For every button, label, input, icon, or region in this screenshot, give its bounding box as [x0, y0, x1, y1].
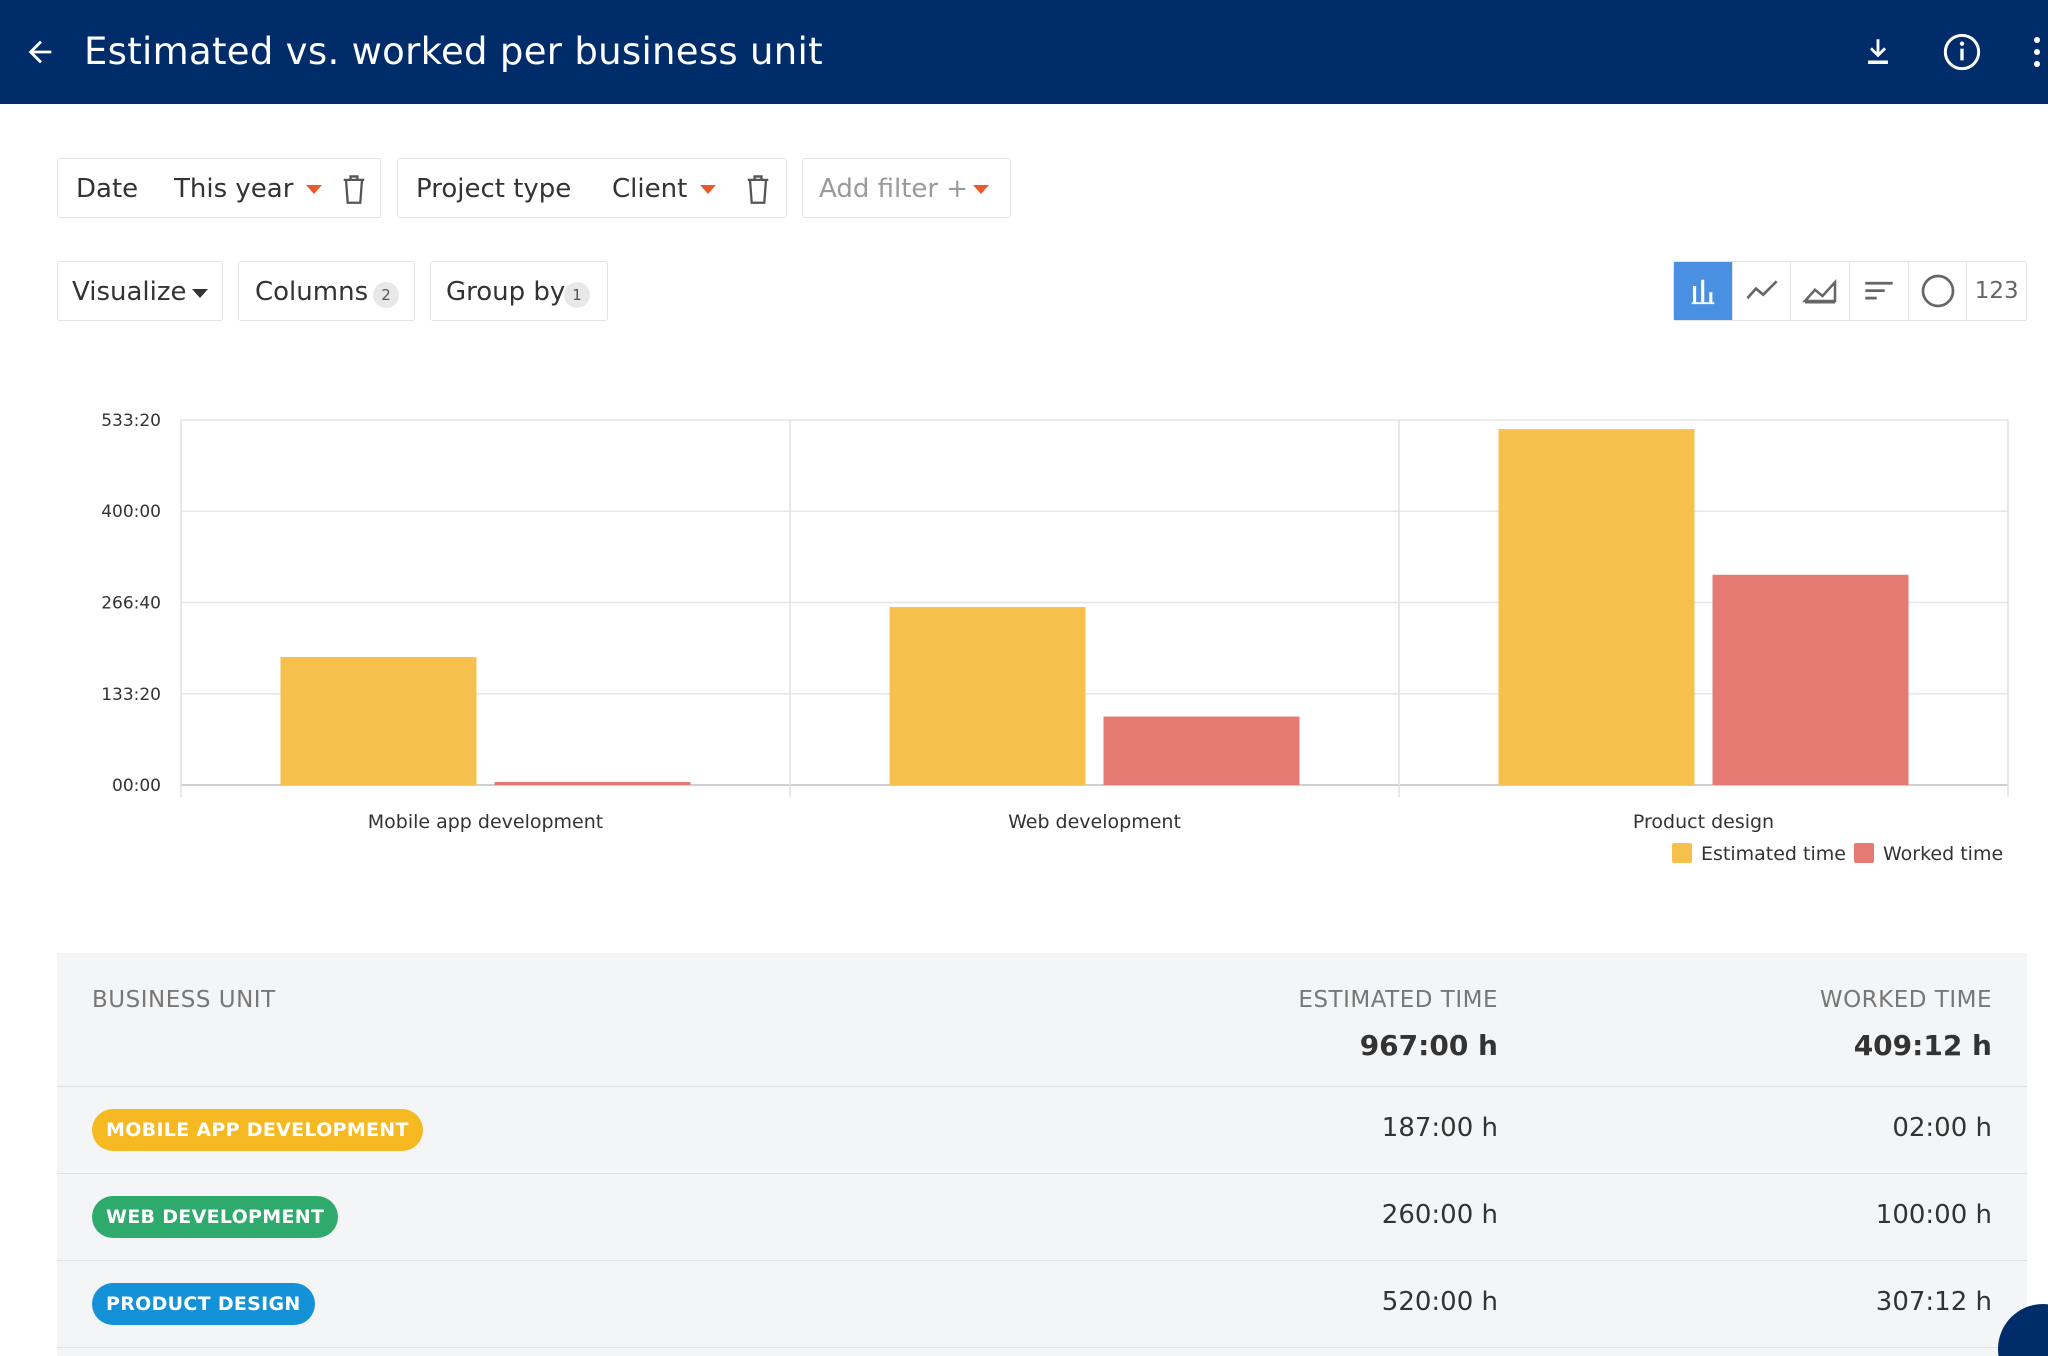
business-unit-tag: MOBILE APP DEVELOPMENT: [92, 1109, 423, 1151]
pie-chart-button[interactable]: [1909, 262, 1968, 320]
number-view-label: 123: [1974, 278, 2019, 304]
business-unit-tag: PRODUCT DESIGN: [92, 1283, 315, 1325]
group-by-count-badge: 1: [564, 282, 590, 308]
column-header-worked-time[interactable]: WORKED TIME: [1819, 987, 1992, 1013]
y-tick-label: 266:40: [101, 593, 161, 613]
bar-worked: [1712, 574, 1909, 785]
estimated-time-cell: 187:00 h: [1381, 1113, 1498, 1143]
arrow-left-icon: [28, 40, 52, 64]
group-by-label: Group by: [446, 277, 566, 307]
bar-worked: [1103, 716, 1300, 785]
area-chart-button[interactable]: [1791, 262, 1851, 320]
chart-type-switcher: 123: [1673, 261, 2027, 321]
worked-time-cell: 307:12 h: [1875, 1287, 1992, 1317]
columns-label: Columns: [255, 277, 369, 307]
table-header: BUSINESS UNIT ESTIMATED TIME WORKED TIME…: [57, 953, 2027, 1087]
legend-label: Estimated time: [1701, 843, 1846, 865]
y-tick-label: 400:00: [101, 502, 161, 522]
info-icon: [1943, 33, 1981, 71]
filter-value[interactable]: This year: [174, 174, 294, 204]
estimated-time-cell: 520:00 h: [1381, 1287, 1498, 1317]
y-tick-label: 133:20: [101, 685, 161, 705]
column-header-estimated-time[interactable]: ESTIMATED TIME: [1298, 987, 1498, 1013]
project-type-filter[interactable]: Project type Client: [397, 158, 787, 218]
y-tick-label: 533:20: [101, 411, 161, 431]
filter-name: Date: [76, 174, 139, 204]
total-estimated-time: 967:00 h: [1359, 1029, 1498, 1062]
bar-chart-button[interactable]: [1674, 262, 1733, 320]
columns-count-badge: 2: [373, 282, 399, 308]
caret-down-icon: [192, 289, 208, 298]
add-filter-label: Add filter +: [819, 174, 969, 204]
caret-down-icon[interactable]: [700, 185, 716, 194]
page-title: Estimated vs. worked per business unit: [84, 30, 823, 73]
filter-name: Project type: [416, 174, 572, 204]
download-button[interactable]: [1850, 24, 1906, 80]
horizontal-bar-chart-button[interactable]: [1850, 262, 1909, 320]
number-view-button[interactable]: 123: [1967, 262, 2026, 320]
total-worked-time: 409:12 h: [1853, 1029, 1992, 1062]
visualize-label: Visualize: [72, 277, 187, 307]
table-row[interactable]: PRODUCT DESIGN 520:00 h 307:12 h: [57, 1261, 2027, 1348]
bar-estimated: [1498, 429, 1695, 785]
bar-worked: [494, 782, 691, 785]
visualize-button[interactable]: Visualize: [57, 261, 223, 321]
more-options-button[interactable]: [2026, 24, 2048, 80]
business-unit-tag: WEB DEVELOPMENT: [92, 1196, 339, 1238]
line-chart-button[interactable]: [1733, 262, 1792, 320]
columns-button[interactable]: Columns 2: [238, 261, 415, 321]
bar-estimated: [280, 657, 477, 785]
x-category-label: Mobile app development: [368, 811, 604, 833]
worked-time-cell: 02:00 h: [1892, 1113, 1992, 1143]
filter-value[interactable]: Client: [612, 174, 688, 204]
trash-icon[interactable]: [340, 173, 368, 205]
y-tick-label: 00:00: [112, 776, 161, 796]
line-chart-icon: [1745, 280, 1778, 300]
worked-time-cell: 100:00 h: [1875, 1200, 1992, 1230]
column-header-business-unit[interactable]: BUSINESS UNIT: [92, 987, 276, 1013]
more-vertical-icon: [2034, 37, 2040, 67]
estimated-time-cell: 260:00 h: [1381, 1200, 1498, 1230]
x-category-label: Product design: [1633, 811, 1774, 833]
caret-down-icon[interactable]: [306, 185, 322, 194]
x-category-label: Web development: [1008, 811, 1181, 833]
group-by-button[interactable]: Group by 1: [430, 261, 608, 321]
area-chart-icon: [1802, 279, 1837, 304]
data-table: BUSINESS UNIT ESTIMATED TIME WORKED TIME…: [57, 953, 2027, 1356]
add-filter-button[interactable]: Add filter +: [802, 158, 1011, 218]
table-row[interactable]: MOBILE APP DEVELOPMENT 187:00 h 02:00 h: [57, 1087, 2027, 1174]
caret-down-icon: [973, 185, 989, 194]
info-button[interactable]: [1934, 24, 1990, 80]
bar-chart: 00:00 133:20 266:40 400:00 533:20 Mobile app …: [101, 411, 2009, 865]
horizontal-bar-icon: [1865, 281, 1893, 300]
download-icon: [1868, 39, 1888, 65]
date-filter[interactable]: Date This year: [57, 158, 381, 218]
bar-estimated: [889, 607, 1086, 785]
table-row[interactable]: WEB DEVELOPMENT 260:00 h 100:00 h: [57, 1174, 2027, 1261]
legend-swatch: [1672, 843, 1692, 863]
legend-label: Worked time: [1883, 843, 2003, 865]
app-header: Estimated vs. worked per business unit: [0, 0, 2048, 104]
bar-chart-icon: [1691, 279, 1715, 305]
pie-chart-icon: [1921, 274, 1954, 308]
back-button[interactable]: [14, 26, 66, 78]
trash-icon[interactable]: [744, 173, 772, 205]
legend-swatch: [1854, 843, 1874, 863]
